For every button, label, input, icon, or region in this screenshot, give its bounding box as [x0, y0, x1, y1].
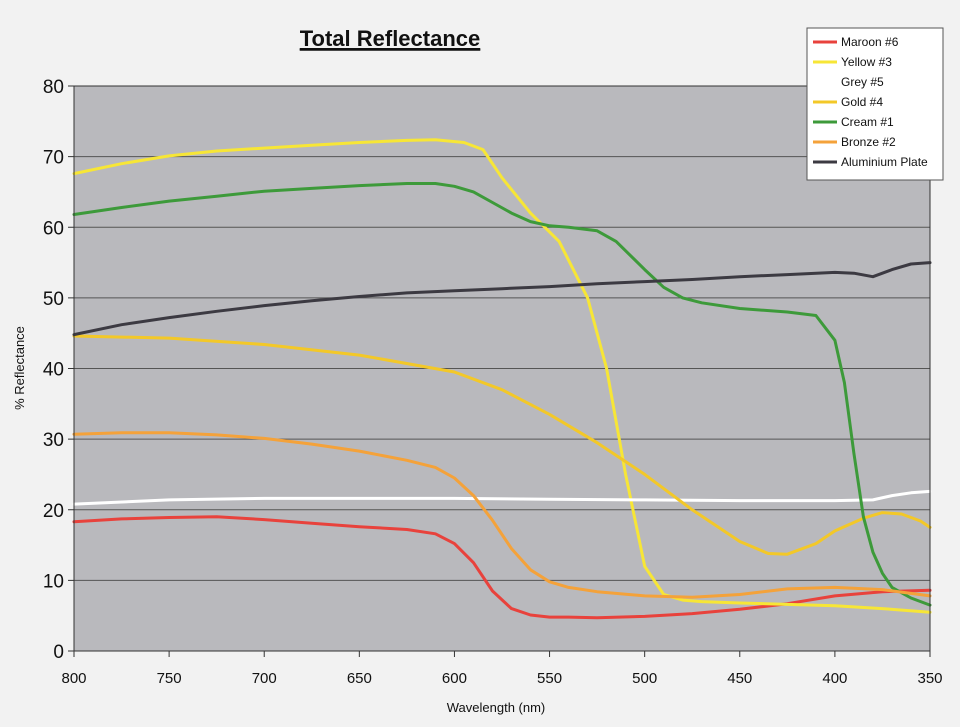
legend-label-aluminium-plate: Aluminium Plate	[841, 155, 928, 169]
series-layer	[72, 138, 932, 620]
x-tick-label-350: 350	[917, 670, 942, 687]
series-line-cream-1	[72, 182, 932, 607]
y-tick-label-60: 60	[43, 218, 64, 239]
x-tick-label-750: 750	[157, 670, 182, 687]
x-tick-label-400: 400	[822, 670, 847, 687]
series-line-aluminium-plate	[72, 261, 932, 337]
y-tick-label-50: 50	[43, 289, 64, 310]
y-tick-label-30: 30	[43, 430, 64, 451]
x-axis-label: Wavelength (nm)	[447, 700, 546, 715]
y-tick-label-20: 20	[43, 501, 64, 522]
x-tick-label-800: 800	[61, 670, 86, 687]
legend: Maroon #6 Yellow #3 Grey #5 Gold #4 Cream #1…	[806, 27, 944, 181]
y-tick-label-80: 80	[43, 77, 64, 98]
legend-label-grey-5: Grey #5	[841, 75, 884, 89]
series-line-bronze-2	[72, 431, 932, 599]
x-tick-label-550: 550	[537, 670, 562, 687]
series-line-grey-5	[72, 489, 932, 506]
y-tick-label-70: 70	[43, 148, 64, 169]
legend-label-yellow-3: Yellow #3	[841, 55, 892, 69]
x-axis: 800 750 700 650 600 550 500 450 400 350	[61, 651, 943, 687]
y-tick-label-0: 0	[53, 642, 64, 663]
y-axis: 0 10 20 30 40 50 60 70 80	[43, 77, 74, 663]
legend-label-bronze-2: Bronze #2	[841, 135, 896, 149]
series-line-gold-4	[72, 334, 932, 556]
x-tick-label-700: 700	[252, 670, 277, 687]
y-axis-label: % Reflectance	[12, 326, 27, 410]
x-tick-label-450: 450	[727, 670, 752, 687]
chart-title: Total Reflectance	[300, 26, 481, 51]
legend-box	[806, 27, 944, 181]
y-tick-label-10: 10	[43, 571, 64, 592]
y-tick-label-40: 40	[43, 360, 64, 381]
legend-label-cream-1: Cream #1	[841, 115, 894, 129]
x-tick-label-500: 500	[632, 670, 657, 687]
x-tick-label-650: 650	[347, 670, 372, 687]
legend-label-maroon-6: Maroon #6	[841, 35, 899, 49]
legend-label-gold-4: Gold #4	[841, 95, 883, 109]
x-tick-label-600: 600	[442, 670, 467, 687]
series-line-maroon-6	[72, 515, 932, 620]
series-line-yellow-3	[72, 138, 932, 614]
